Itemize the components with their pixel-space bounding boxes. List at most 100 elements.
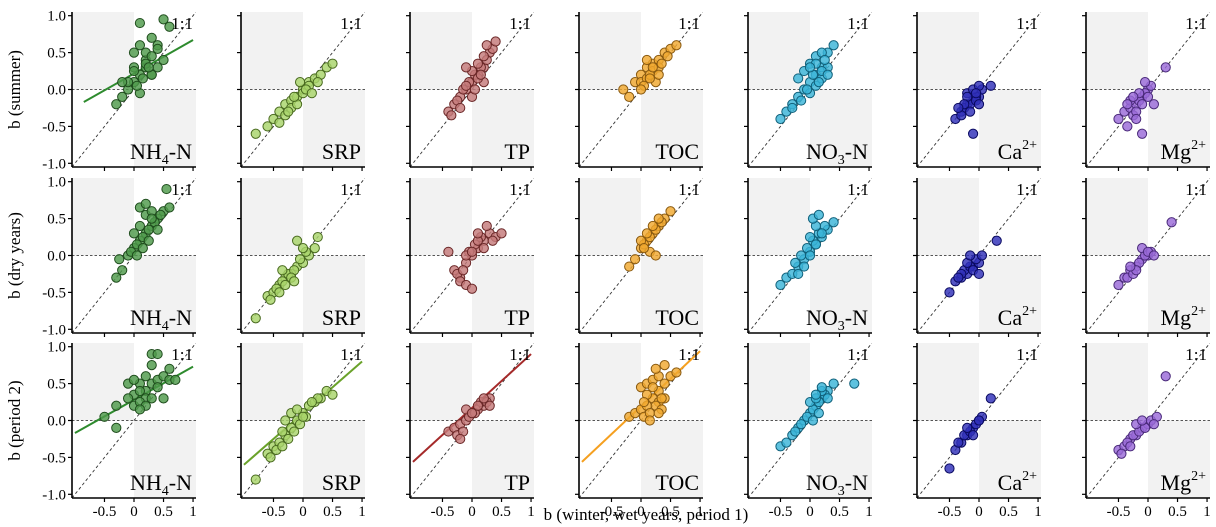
shaded-quadrant	[410, 12, 472, 90]
data-point	[801, 84, 813, 95]
shaded-quadrant	[810, 89, 872, 167]
data-point	[659, 360, 670, 371]
one-to-one-label: 1:1	[171, 180, 193, 199]
one-to-one-label: 1:1	[509, 345, 531, 364]
variable-label: SRP	[322, 470, 361, 495]
data-point	[117, 91, 128, 102]
y-tick-label: 1.0	[47, 9, 66, 25]
one-to-one-label: 1:1	[509, 14, 531, 33]
data-point	[484, 400, 495, 411]
data-point	[289, 91, 300, 102]
x-tick-label: 1	[527, 504, 535, 520]
data-point	[653, 213, 664, 224]
x-tick-label: 1	[696, 504, 704, 520]
shaded-quadrant	[472, 420, 534, 498]
data-point	[472, 400, 484, 411]
data-point	[455, 433, 466, 445]
data-point	[481, 40, 492, 51]
variable-label-main: NO	[806, 470, 838, 495]
data-point	[460, 80, 472, 91]
data-point	[804, 231, 816, 243]
variable-label-main: SRP	[322, 305, 361, 330]
data-point	[638, 243, 650, 254]
x-tick-label: -0.5	[769, 504, 793, 520]
data-point	[309, 243, 320, 254]
data-point	[117, 265, 128, 276]
data-point	[671, 40, 682, 51]
data-point	[297, 411, 309, 422]
variable-label: NO3-N	[806, 470, 868, 499]
shaded-quadrant	[303, 420, 365, 498]
data-point	[1131, 113, 1142, 125]
one-to-one-label: 1:1	[1185, 14, 1207, 33]
data-point	[164, 21, 175, 32]
shaded-quadrant	[641, 89, 703, 167]
variable-label-main: TP	[504, 470, 530, 495]
data-point	[306, 88, 317, 99]
variable-label: NO3-N	[806, 305, 868, 334]
data-point	[965, 250, 976, 261]
data-point	[781, 437, 792, 448]
data-point	[140, 371, 151, 382]
data-point	[973, 99, 985, 110]
data-point	[647, 382, 658, 393]
data-point	[970, 88, 982, 99]
data-point	[443, 246, 454, 257]
data-point	[671, 367, 682, 378]
x-tick-label: 0	[1144, 504, 1152, 520]
x-axis-label: b (winter, wet years, period 1)	[544, 505, 749, 524]
data-point	[798, 261, 810, 272]
data-point	[294, 254, 306, 265]
data-point	[128, 65, 140, 77]
x-tick-label: 0	[468, 504, 476, 520]
variable-label: NH4-N	[130, 305, 192, 334]
data-point	[638, 396, 650, 408]
plot-area	[72, 178, 196, 333]
plot-area	[241, 343, 365, 498]
variable-label-main: Ca	[998, 305, 1023, 330]
one-to-one-label: 1:1	[847, 345, 869, 364]
data-point	[460, 62, 472, 73]
data-point	[822, 393, 833, 404]
data-point	[294, 77, 306, 88]
x-tick-label: 0.5	[1168, 504, 1187, 520]
data-point	[973, 415, 985, 426]
data-point	[111, 400, 122, 411]
shaded-quadrant	[72, 12, 134, 90]
data-point	[111, 99, 122, 110]
data-point	[250, 474, 261, 485]
data-point	[134, 220, 146, 232]
shaded-quadrant	[1086, 343, 1148, 421]
data-point	[828, 217, 839, 228]
x-tick-label: 0.5	[154, 504, 173, 520]
data-point	[152, 382, 163, 393]
plot-area	[917, 343, 1041, 498]
data-point	[128, 47, 140, 58]
x-tick-label: 0.5	[492, 504, 511, 520]
shaded-quadrant	[979, 420, 1041, 498]
data-point	[1166, 217, 1177, 228]
scatter-panel: 1:1 TP	[406, 178, 534, 337]
data-point	[653, 408, 664, 419]
variable-label-main: TP	[504, 305, 530, 330]
shaded-quadrant	[303, 255, 365, 333]
shaded-quadrant	[917, 343, 979, 421]
plot-area	[1086, 178, 1210, 333]
shaded-quadrant	[579, 12, 641, 90]
data-point	[458, 265, 469, 276]
data-point	[265, 294, 276, 305]
one-to-one-label: 1:1	[847, 14, 869, 33]
scatter-panel: 1:1 Mg2+	[1082, 178, 1210, 337]
data-point	[140, 198, 151, 209]
one-to-one-line	[72, 343, 196, 498]
data-point	[1139, 77, 1151, 88]
y-tick-label: 0.5	[47, 377, 66, 393]
variable-label: Mg2+	[1161, 138, 1207, 164]
shaded-quadrant	[748, 178, 810, 256]
plot-area	[917, 178, 1041, 333]
panel-grid: -1.0-0.50.00.51.0 1:1NH4-N-1.0-0.50.00.51…	[42, 9, 1211, 520]
data-point	[641, 54, 653, 66]
data-point	[158, 54, 169, 66]
y-tick-label: 0.0	[47, 414, 66, 430]
one-to-one-label: 1:1	[847, 180, 869, 199]
